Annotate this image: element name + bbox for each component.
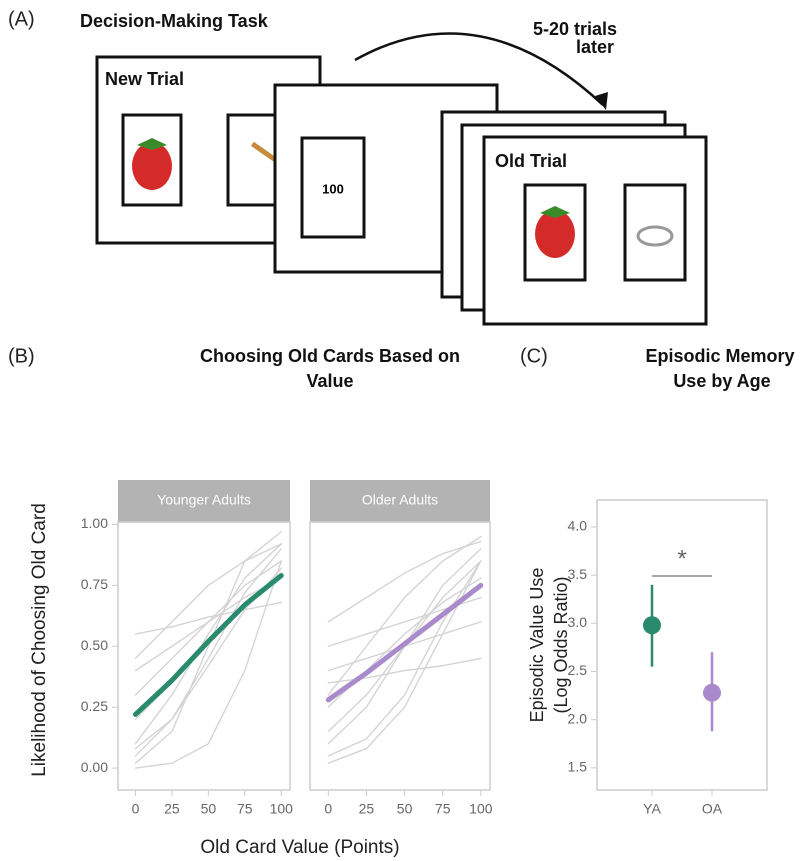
group-line <box>325 582 484 703</box>
y-tick-label: 0.75 <box>81 576 108 592</box>
panel-title: Decision-Making Task <box>80 11 269 31</box>
strip-label: Younger Adults <box>157 492 251 508</box>
group-line <box>132 573 284 717</box>
x-axis-label: Old Card Value (Points) <box>200 837 399 858</box>
y-tick-label: 0.25 <box>81 698 108 714</box>
x-tick-label: 75 <box>435 801 451 817</box>
individual-line <box>134 543 282 660</box>
individual-line <box>327 560 482 764</box>
strip <box>118 480 290 522</box>
panel-frame <box>117 521 291 791</box>
x-tick-label: OA <box>702 801 723 817</box>
panel-a: (A) Decision-Making Task New Trial 100 5… <box>8 8 708 326</box>
y-axis-label: Episodic Value Use <box>527 568 547 723</box>
individual-line <box>327 657 482 684</box>
individual-line <box>134 548 282 757</box>
y-axis-label: Likelihood of Choosing Old Card <box>29 503 50 777</box>
strawberry <box>535 210 575 258</box>
point <box>643 616 661 635</box>
strawberry <box>132 142 172 190</box>
individual-line <box>327 560 482 757</box>
card <box>623 183 687 282</box>
arrow <box>354 32 604 106</box>
significance-label: * <box>677 545 686 572</box>
leaf <box>137 138 167 150</box>
leaf <box>540 206 570 218</box>
charts: (B) Choosing Old Cards Based on Value Old C… <box>8 345 795 858</box>
arrow-label: 5-20 trials <box>533 19 617 39</box>
ring <box>636 225 674 247</box>
chart-title: Use by Age <box>673 371 770 391</box>
y-tick-label: 4.0 <box>568 518 588 534</box>
arrow-label: later <box>576 37 614 57</box>
y-axis-label: (Log Odds Ratio) <box>551 576 571 713</box>
chart-title: Choosing Old Cards Based on <box>200 346 460 366</box>
panel-label: (B) <box>8 345 35 367</box>
y-tick-label: 1.00 <box>81 515 108 531</box>
point <box>703 683 721 702</box>
value-text: 100 <box>322 181 344 196</box>
panel-label: (C) <box>520 345 548 367</box>
x-tick-label: 0 <box>324 801 332 817</box>
panel-frame <box>309 521 491 791</box>
old-trial-label: Old Trial <box>495 151 567 171</box>
individual-line <box>134 560 282 696</box>
individual-line <box>134 543 282 745</box>
y-tick-label: 0.00 <box>81 759 108 775</box>
y-tick-label: 1.5 <box>568 759 588 775</box>
individual-line <box>134 531 282 764</box>
x-tick-label: 75 <box>237 801 253 817</box>
strip-label: Older Adults <box>362 492 438 508</box>
hammer <box>250 141 279 164</box>
individual-line <box>134 601 282 635</box>
panel-frame <box>596 499 768 791</box>
chart-title: Episodic Memory <box>645 346 794 366</box>
chart-title: Value <box>306 371 353 391</box>
x-tick-label: 100 <box>469 801 493 817</box>
y-tick-label: 2.5 <box>568 662 588 678</box>
x-tick-label: YA <box>643 801 661 817</box>
y-tick-label: 0.50 <box>81 637 108 653</box>
x-tick-label: 50 <box>201 801 217 817</box>
new-trial-label: New Trial <box>105 69 184 89</box>
individual-line <box>327 535 482 696</box>
x-tick-label: 25 <box>164 801 180 817</box>
individual-line <box>327 540 482 623</box>
y-tick-label: 2.0 <box>568 710 588 726</box>
x-tick-label: 0 <box>132 801 140 817</box>
panel-label: (A) <box>8 8 35 30</box>
x-tick-label: 25 <box>359 801 375 817</box>
y-tick-label: 3.5 <box>568 566 588 582</box>
arrow-head <box>595 92 608 110</box>
x-tick-label: 100 <box>270 801 294 817</box>
strip <box>310 480 490 522</box>
x-tick-label: 50 <box>397 801 413 817</box>
y-tick-label: 3.0 <box>568 614 588 630</box>
individual-line <box>134 560 282 769</box>
value-card <box>300 136 366 239</box>
